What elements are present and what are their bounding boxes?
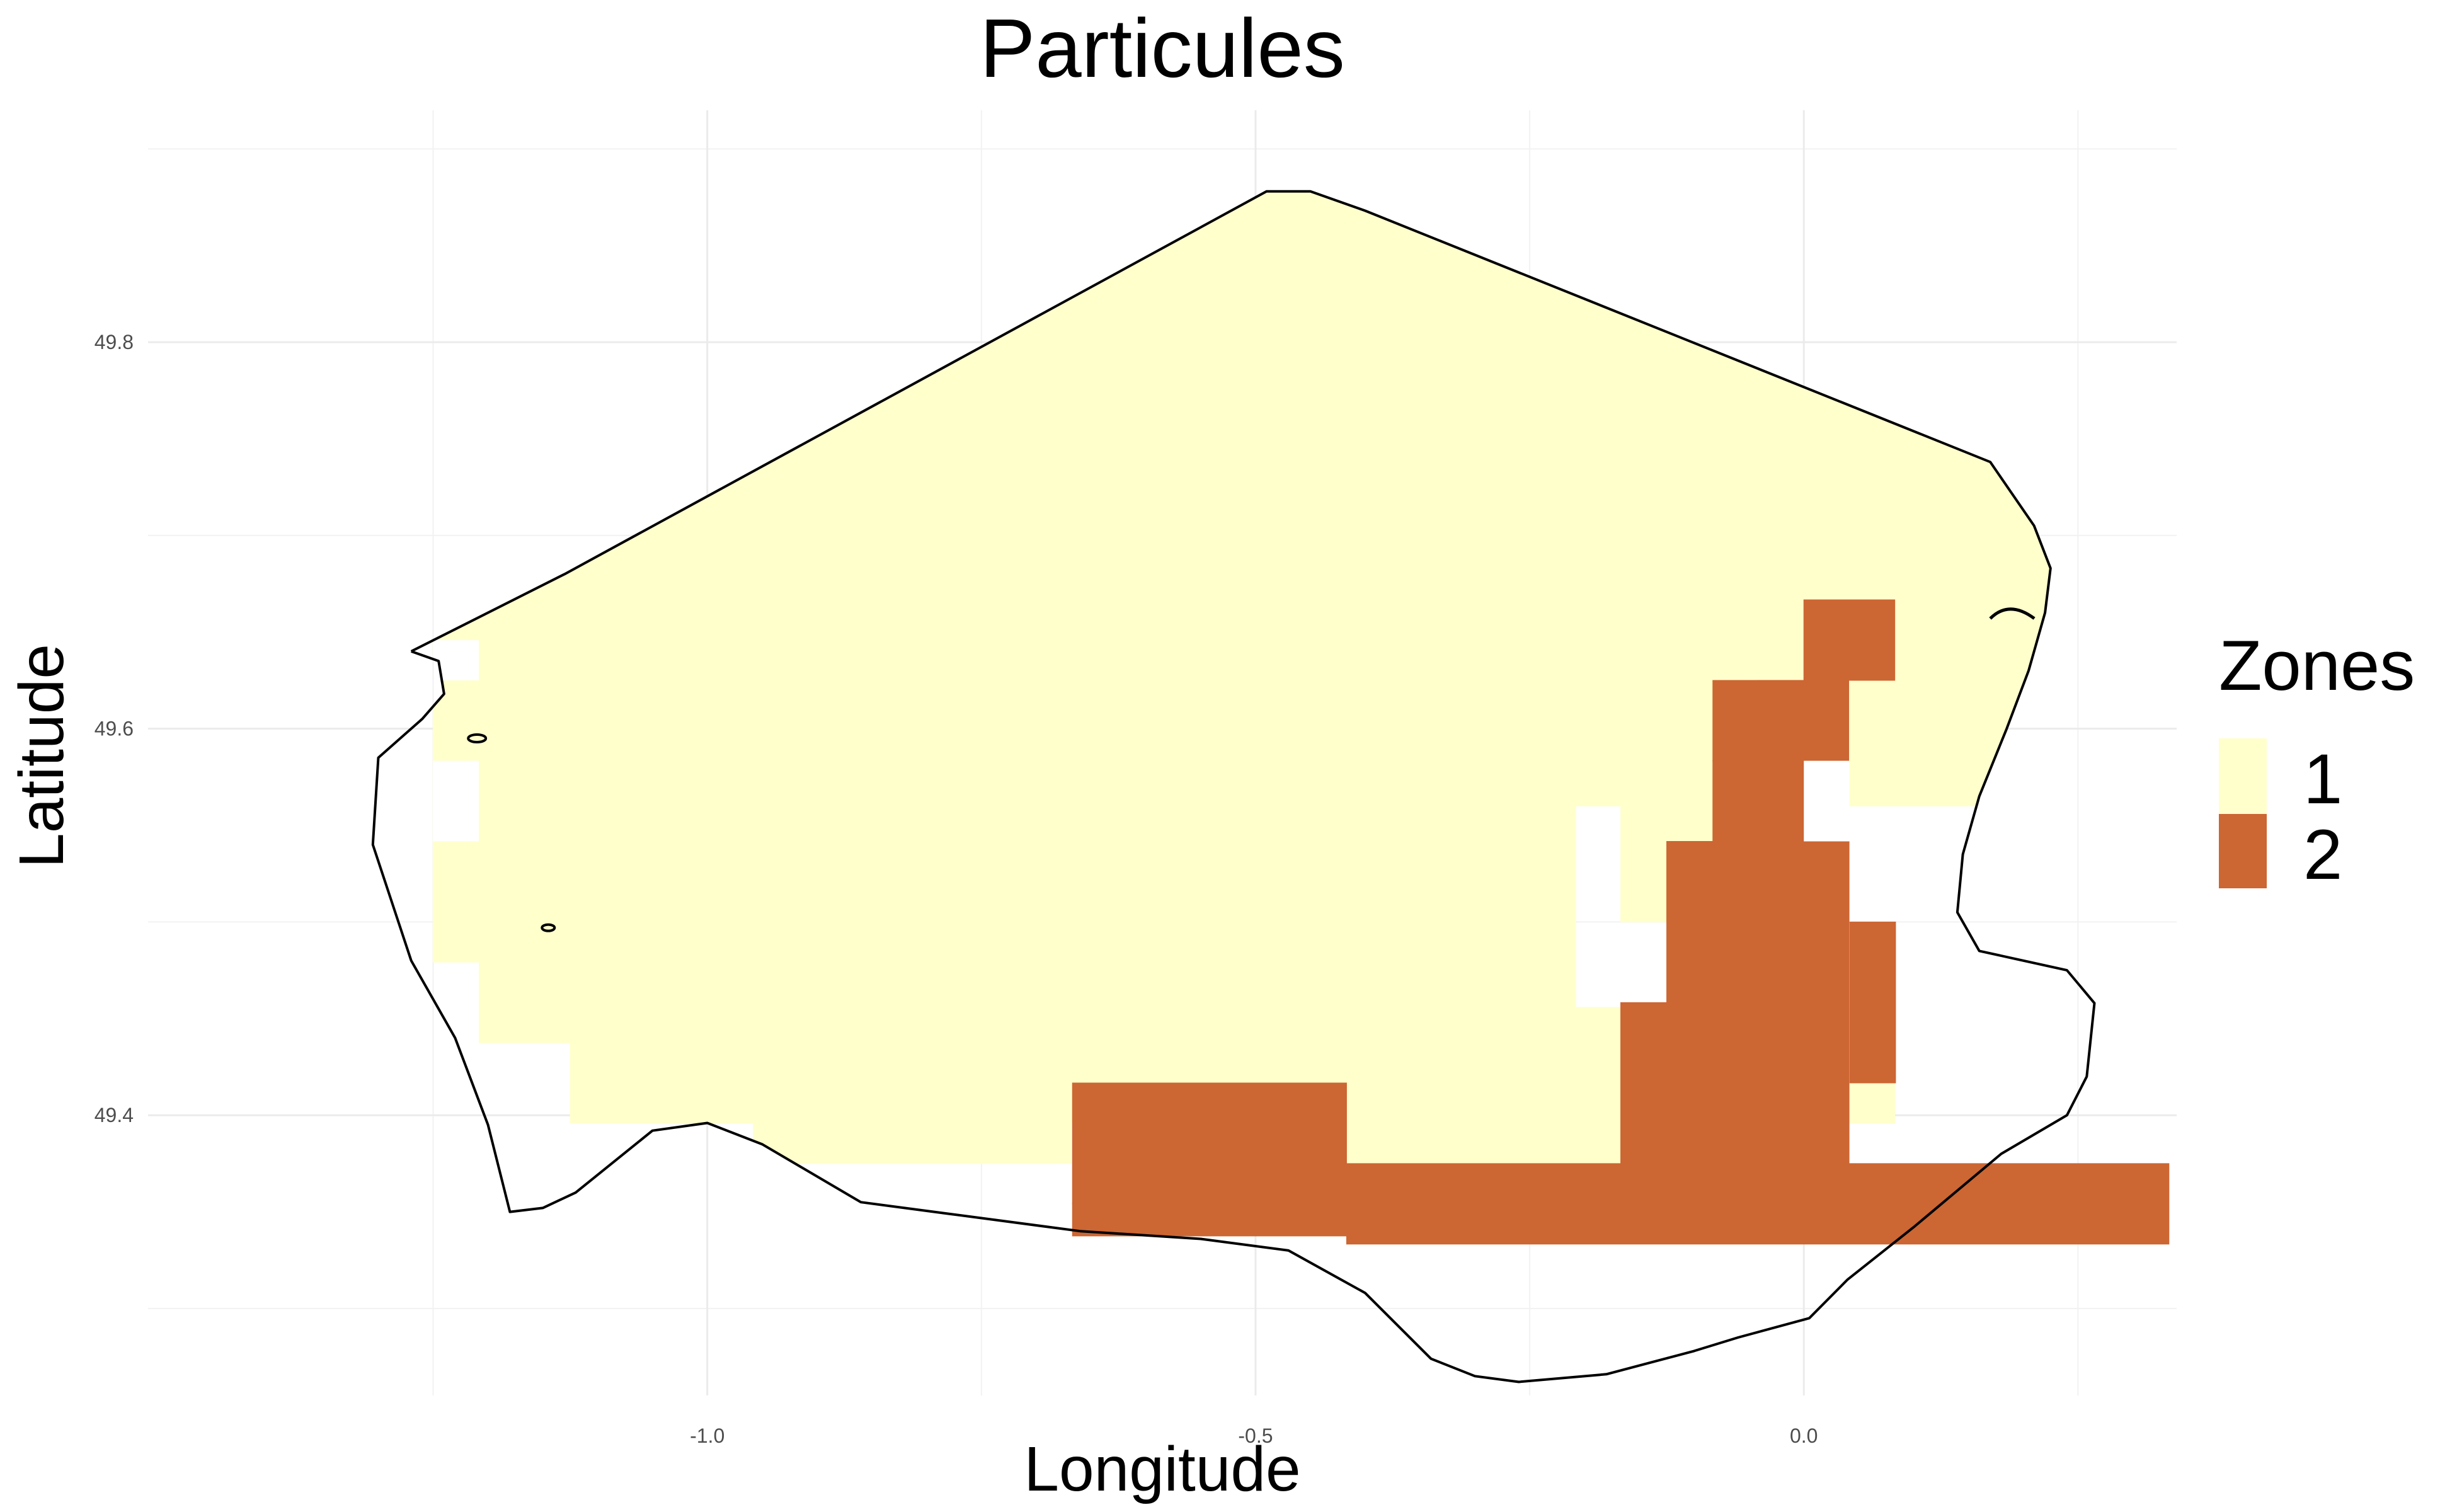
legend-label-2: 2 <box>2303 815 2342 894</box>
zone-2-cell <box>1346 1163 2170 1245</box>
zone-2-cell <box>1849 921 1896 1084</box>
legend-title: Zones <box>2219 626 2415 705</box>
zone-2-cell <box>1072 1203 1347 1237</box>
islet <box>1989 607 2036 620</box>
legend: Zones 1 2 <box>2219 626 2415 894</box>
zone-2-cell <box>1712 760 1805 842</box>
zone-2-cell <box>1072 1082 1347 1205</box>
x-axis-title: Longitude <box>1024 1434 1300 1504</box>
zone-1-cell <box>1757 293 1804 681</box>
chart-title: Particules <box>980 2 1345 94</box>
zone-2-cell <box>1757 680 1850 762</box>
islet <box>467 733 488 743</box>
zone-1-cell <box>1894 191 2027 527</box>
zone-cells <box>433 191 2170 1245</box>
legend-swatch-1 <box>2219 738 2267 814</box>
zone-2-cell <box>1803 599 1896 681</box>
y-tick-label: 49.8 <box>94 331 134 353</box>
axis-ticks: -1.0 -0.5 0.0 49.4 49.6 49.8 <box>94 331 1818 1447</box>
zone-2-cell <box>1757 840 1850 1164</box>
legend-label-1: 1 <box>2303 740 2342 818</box>
empty-cell <box>433 760 479 842</box>
x-tick-label: -0.5 <box>1238 1424 1273 1447</box>
zone-2-cell <box>1666 840 1759 922</box>
zone-1-cell <box>1346 1105 1622 1164</box>
islet <box>541 923 556 932</box>
x-tick-label: 0.0 <box>1790 1424 1818 1447</box>
y-tick-label: 49.6 <box>94 718 134 740</box>
coastline-outline <box>371 190 2096 1383</box>
x-tick-label: -1.0 <box>690 1424 724 1447</box>
zone-1-cell <box>753 1105 1072 1164</box>
zone-2-cell <box>1712 680 1760 762</box>
y-tick-label: 49.4 <box>94 1104 134 1126</box>
coastline <box>371 190 2096 1383</box>
y-axis-title: Latitude <box>6 644 77 868</box>
zone-1-cell <box>479 752 1576 1043</box>
legend-swatch-2 <box>2219 814 2267 888</box>
zone-1-cell <box>1803 216 1896 604</box>
empty-cell <box>1804 760 1850 842</box>
